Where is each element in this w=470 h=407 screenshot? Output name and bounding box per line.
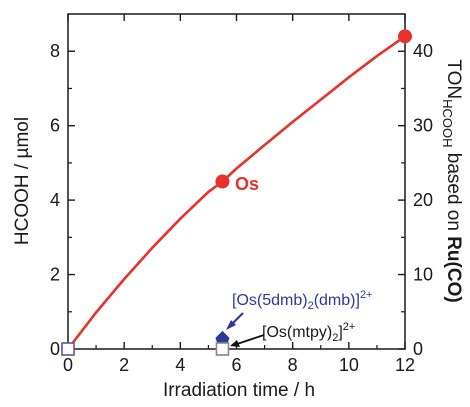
y-right-tick-label: 0 bbox=[413, 339, 423, 359]
y-axis-right-title-ton: TON bbox=[443, 59, 464, 99]
data-point-os-mtpy bbox=[61, 342, 75, 356]
annotation-os-dmb-sup: 2+ bbox=[360, 289, 373, 301]
x-axis-title: Irradiation time / h bbox=[163, 380, 315, 401]
x-tick-label: 8 bbox=[288, 355, 298, 375]
y-axis-right-title-based: based on bbox=[443, 147, 464, 236]
data-point-os bbox=[215, 174, 230, 189]
y-axis-left-title: HCOOH / µmol bbox=[12, 117, 33, 245]
annotation-arrowhead-blue bbox=[226, 320, 236, 330]
y-right-tick-label: 30 bbox=[413, 116, 433, 136]
x-tick-label: 10 bbox=[339, 355, 359, 375]
x-tick-label: 12 bbox=[395, 355, 415, 375]
y-left-tick-label: 6 bbox=[50, 116, 60, 136]
x-tick-label: 0 bbox=[63, 355, 73, 375]
x-tick-label: 2 bbox=[119, 355, 129, 375]
annotation-os-dmb: [Os(5dmb)2(dmb)]2+ bbox=[232, 289, 372, 312]
series-line-os bbox=[66, 35, 406, 350]
annotation-arrowhead-black bbox=[230, 340, 240, 347]
y-right-tick-label: 40 bbox=[413, 41, 433, 61]
data-point-os bbox=[398, 29, 412, 44]
x-tick-label: 4 bbox=[175, 355, 185, 375]
y-left-tick-label: 0 bbox=[50, 339, 60, 359]
y-axis-right-title: TONHCOOH based on Ru(CO) bbox=[440, 59, 464, 302]
x-tick-label: 6 bbox=[231, 355, 241, 375]
y-left-tick-label: 2 bbox=[50, 265, 60, 285]
y-left-tick-label: 8 bbox=[50, 41, 60, 61]
data-point-os-dmb bbox=[215, 330, 230, 344]
annotation-os-mtpy-mid: ] bbox=[338, 324, 342, 341]
annotation-os-dmb-prefix: [Os(5dmb) bbox=[232, 292, 308, 309]
annotation-os-mtpy-sub: 2 bbox=[332, 332, 338, 344]
annotation-os-mtpy: [Os(mtpy)2]2+ bbox=[262, 321, 355, 344]
annotation-os-mtpy-prefix: [Os(mtpy) bbox=[262, 324, 332, 341]
y-left-tick-label: 4 bbox=[50, 190, 60, 210]
annotation-os: Os bbox=[235, 174, 259, 194]
annotation-os-dmb-sub: 2 bbox=[308, 300, 314, 312]
series-group bbox=[61, 29, 412, 356]
y-right-tick-label: 10 bbox=[413, 265, 433, 285]
data-point-os-mtpy bbox=[215, 342, 230, 356]
y-axis-right-title-ru: Ru(CO) bbox=[443, 236, 464, 302]
annotation-os-dmb-mid: (dmb)] bbox=[314, 292, 360, 309]
y-axis-right-title-sub: HCOOH bbox=[440, 99, 455, 147]
annotation-os-mtpy-sup: 2+ bbox=[343, 321, 356, 333]
annotation-arrow-black bbox=[233, 334, 265, 346]
y-right-tick-label: 20 bbox=[413, 190, 433, 210]
